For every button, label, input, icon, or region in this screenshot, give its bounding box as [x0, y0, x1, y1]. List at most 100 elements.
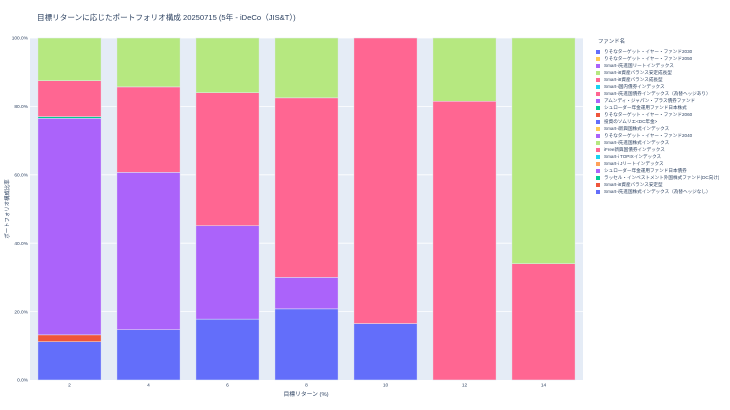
legend-swatch: [596, 161, 600, 166]
bar-segment[interactable]: [37, 341, 102, 381]
legend-swatch: [596, 147, 600, 152]
bar-segment[interactable]: [274, 97, 339, 278]
bar-segment[interactable]: [195, 225, 260, 320]
legend-swatch: [596, 119, 600, 124]
x-tick-label: 12: [462, 383, 468, 389]
x-tick-label: 6: [226, 383, 229, 389]
legend-label: iFree新興国債券インデックス: [604, 146, 665, 152]
legend-label: りそなターゲット・イヤー・ファンド2040: [604, 132, 693, 138]
legend-item[interactable]: Smart-i先進国リートインデックス: [596, 62, 728, 69]
bar-segment[interactable]: [37, 118, 102, 336]
bar-segment[interactable]: [511, 37, 576, 264]
legend-item[interactable]: りそなターゲット・イヤー・ファンド2050: [596, 55, 728, 62]
legend-item[interactable]: 投資のソムリエ<DC年金>: [596, 118, 728, 125]
bar-segment[interactable]: [511, 263, 576, 381]
legend-title: ファンド名: [598, 39, 625, 45]
legend-item[interactable]: りそなターゲット・イヤー・ファンド2030: [596, 48, 728, 55]
legend-label: シュローダー年金運用ファンド日本債券: [604, 167, 687, 173]
bar-segment[interactable]: [37, 80, 102, 117]
y-tick-label: 100.0%: [12, 36, 29, 42]
legend-item[interactable]: Smart-i先進国債券インデックス（為替ヘッジあり）: [596, 90, 728, 97]
legend: ファンド名 りそなターゲット・イヤー・ファンド2030 りそなターゲット・イヤー・…: [596, 37, 728, 195]
bar-segment[interactable]: [116, 172, 181, 330]
legend-item[interactable]: りそなターゲット・イヤー・ファンド2040: [596, 132, 728, 139]
bar-segment[interactable]: [274, 308, 339, 381]
legend-label: りそなターゲット・イヤー・ファンド2050: [604, 55, 693, 61]
legend-label: Smart-i8資産バランス安定型: [604, 181, 663, 187]
legend-label: アムンディ・ジャパン・プラス債券ファンド: [604, 97, 696, 103]
x-tick-label: 8: [305, 383, 308, 389]
legend-item[interactable]: Smart-i Jリートインデックス: [596, 160, 728, 167]
legend-item[interactable]: iFree新興国債券インデックス: [596, 146, 728, 153]
legend-item[interactable]: Smart-i国内債券インデックス: [596, 83, 728, 90]
legend-label: Smart-i先進国株式インデックス: [604, 139, 670, 145]
bar-segment[interactable]: [353, 323, 418, 381]
legend-swatch: [596, 175, 600, 180]
legend-item[interactable]: シュローダー年金運用ファンド日本債券: [596, 167, 728, 174]
legend-swatch: [596, 63, 600, 68]
bar-segment[interactable]: [37, 116, 102, 119]
bar-segment[interactable]: [116, 329, 181, 381]
legend-label: Smart-i先進国債券インデックス（為替ヘッジあり）: [604, 90, 711, 96]
legend-item[interactable]: りそなターゲット・イヤー・ファンド2060: [596, 111, 728, 118]
bar-segment[interactable]: [116, 37, 181, 88]
legend-swatch: [596, 77, 600, 82]
legend-swatch: [596, 154, 600, 159]
x-tick-label: 10: [383, 383, 389, 389]
y-tick-label: 20.0%: [14, 309, 28, 315]
legend-swatch: [596, 49, 600, 54]
legend-item[interactable]: Smart-i8資産バランス成長型: [596, 76, 728, 83]
legend-item[interactable]: ラッセル・インベストメント外国株式ファンド(DC向け): [596, 174, 728, 181]
legend-item[interactable]: Smart-i先進国株式インデックス（為替ヘッジなし）: [596, 188, 728, 195]
legend-label: Smart-i新興国株式インデックス: [604, 125, 670, 131]
bar-segment[interactable]: [432, 101, 497, 381]
legend-item[interactable]: シュローダー年金運用ファンド日本株式: [596, 104, 728, 111]
legend-swatch: [596, 140, 600, 145]
legend-swatch: [596, 182, 600, 187]
y-tick-label: 80.0%: [14, 104, 28, 110]
bar-segment[interactable]: [195, 37, 260, 93]
legend-swatch: [596, 112, 600, 117]
legend-swatch: [596, 126, 600, 131]
legend-label: Smart-i先進国リートインデックス: [604, 62, 674, 68]
bar-segment[interactable]: [116, 86, 181, 173]
legend-swatch: [596, 133, 600, 138]
legend-swatch: [596, 84, 600, 89]
y-tick-label: 40.0%: [14, 241, 28, 247]
legend-label: Smart-i国内債券インデックス: [604, 83, 665, 89]
legend-swatch: [596, 189, 600, 194]
y-tick-label: 0.0%: [17, 378, 29, 384]
legend-label: Smart-i8資産バランス安定成長型: [604, 69, 672, 75]
bar-segment[interactable]: [432, 37, 497, 102]
legend-item[interactable]: Smart-i8資産バランス安定型: [596, 181, 728, 188]
legend-swatch: [596, 56, 600, 61]
bar-segment[interactable]: [195, 318, 260, 381]
x-tick-label: 4: [147, 383, 150, 389]
legend-swatch: [596, 91, 600, 96]
legend-label: シュローダー年金運用ファンド日本株式: [604, 104, 687, 110]
legend-label: Smart-i Jリートインデックス: [604, 160, 664, 166]
legend-item[interactable]: Smart-i8資産バランス安定成長型: [596, 69, 728, 76]
chart-title: 目標リターンに応じたポートフォリオ構成 20250715 (5年 - iDeCo…: [37, 13, 296, 22]
bar-segment[interactable]: [353, 37, 418, 324]
bar-segment[interactable]: [274, 37, 339, 99]
bar-segment[interactable]: [37, 334, 102, 342]
legend-label: Smart-i先進国株式インデックス（為替ヘッジなし）: [604, 188, 711, 194]
legend-label: りそなターゲット・イヤー・ファンド2030: [604, 48, 693, 54]
legend-label: Smart-i TOPIXインデックス: [604, 153, 662, 159]
legend-item[interactable]: アムンディ・ジャパン・プラス債券ファンド: [596, 97, 728, 104]
bar-segment[interactable]: [37, 37, 102, 81]
bar-segment[interactable]: [195, 92, 260, 227]
bar-segment[interactable]: [274, 277, 339, 310]
legend-swatch: [596, 105, 600, 110]
legend-item[interactable]: Smart-i先進国株式インデックス: [596, 139, 728, 146]
legend-item[interactable]: Smart-i TOPIXインデックス: [596, 153, 728, 160]
y-tick-label: 60.0%: [14, 173, 28, 179]
legend-label: Smart-i8資産バランス成長型: [604, 76, 663, 82]
legend-label: ラッセル・インベストメント外国株式ファンド(DC向け): [604, 174, 720, 180]
legend-swatch: [596, 98, 600, 103]
legend-item[interactable]: Smart-i新興国株式インデックス: [596, 125, 728, 132]
x-tick-label: 2: [68, 383, 71, 389]
x-axis-title: 目標リターン (%): [283, 390, 328, 398]
legend-swatch: [596, 70, 600, 75]
